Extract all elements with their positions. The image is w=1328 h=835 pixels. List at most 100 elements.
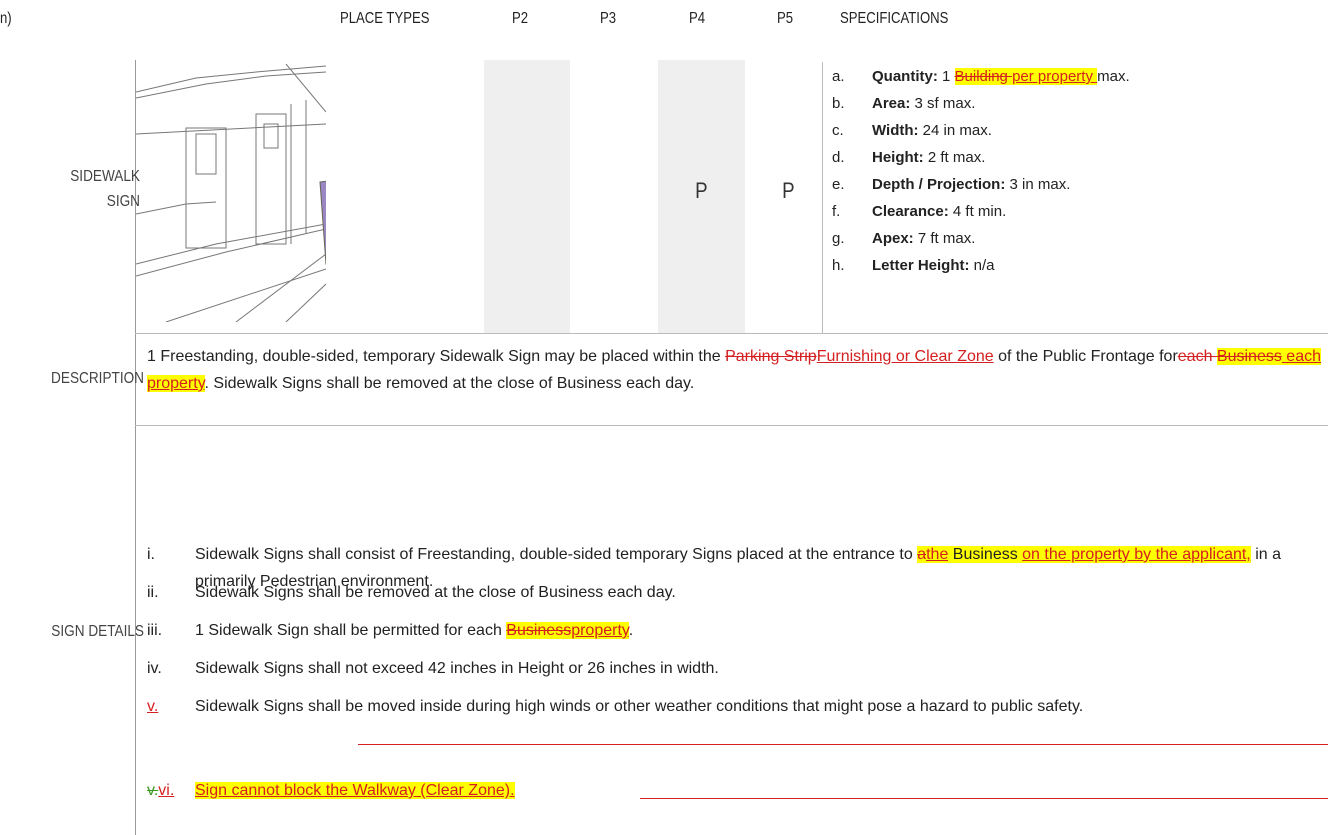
row-label: DESCRIPTION bbox=[51, 370, 144, 387]
detail-item: v. Sidewalk Signs shall be moved inside d… bbox=[147, 693, 1317, 720]
item-text: Sidewalk Signs shall be moved inside dur… bbox=[195, 693, 1317, 720]
spec-letter: f. bbox=[832, 203, 841, 220]
spec-letter: h. bbox=[832, 257, 845, 274]
spec-list: a. Quantity: 1 Building per property max.… bbox=[832, 66, 1130, 282]
text-run: iii. bbox=[147, 622, 163, 639]
detail-item: ii. Sidewalk Signs shall be removed at th… bbox=[147, 579, 1317, 606]
spec-label: Depth / Projection: bbox=[872, 176, 1006, 193]
text-run: 4 ft min. bbox=[948, 203, 1007, 220]
spec-label: Apex: bbox=[872, 230, 914, 247]
row-rule bbox=[135, 425, 1328, 426]
item-number: i. bbox=[147, 541, 155, 568]
item-number: v. bbox=[147, 693, 158, 720]
change-rule bbox=[358, 744, 1328, 745]
text-run: Business bbox=[506, 622, 572, 639]
text-run: iv. bbox=[147, 660, 162, 677]
description-text: 1 Freestanding, double-sided, temporary … bbox=[147, 343, 1322, 397]
item-number: iv. bbox=[147, 655, 162, 682]
text-run: Sidewalk Signs shall be moved inside dur… bbox=[195, 698, 1084, 715]
spec-letter: c. bbox=[832, 122, 844, 139]
text-run: ii. bbox=[147, 584, 159, 601]
column-header: P5 bbox=[777, 10, 794, 27]
change-rule bbox=[640, 798, 1328, 799]
text-run: Sign cannot block the Walkway (Clear Zon… bbox=[195, 782, 515, 799]
item-text: Sidewalk Signs shall not exceed 42 inche… bbox=[195, 655, 1317, 682]
item-text: Sidewalk Signs shall be removed at the c… bbox=[195, 579, 1317, 606]
column-header: P4 bbox=[689, 10, 706, 27]
text-run: 1 Freestanding, double-sided, temporary … bbox=[147, 348, 726, 365]
row-label-line: SIGN bbox=[106, 193, 140, 210]
text-run: 3 sf max. bbox=[910, 95, 976, 112]
text-run: v. bbox=[147, 782, 159, 799]
text-run: 1 Sidewalk Sign shall be permitted for e… bbox=[195, 622, 507, 639]
item-text: Sign cannot block the Walkway (Clear Zon… bbox=[195, 777, 1317, 804]
item-number: v.vi. bbox=[147, 777, 174, 804]
shaded-column bbox=[484, 60, 570, 333]
permitted-mark: P bbox=[695, 178, 708, 203]
text-run: 7 ft max. bbox=[913, 230, 976, 247]
text-run: property bbox=[571, 622, 629, 639]
spec-label: Quantity: bbox=[872, 68, 938, 85]
detail-item: iii. 1 Sidewalk Sign shall be permitted f… bbox=[147, 617, 1317, 644]
text-run: per property bbox=[1012, 68, 1098, 85]
text-run: Business bbox=[1216, 348, 1282, 365]
text-run: vi. bbox=[158, 782, 175, 799]
text-run: on the property by the applicant, bbox=[1022, 546, 1251, 563]
text-run: max. bbox=[1097, 68, 1130, 85]
text-run: n/a bbox=[969, 257, 995, 274]
text-run: . Sidewalk Signs shall be removed at the… bbox=[204, 375, 695, 392]
text-run: the bbox=[926, 546, 949, 563]
spec-item: g. Apex: 7 ft max. bbox=[832, 228, 1130, 255]
detail-item: iv. Sidewalk Signs shall not exceed 42 in… bbox=[147, 655, 1317, 682]
divider bbox=[135, 60, 136, 835]
spec-label: Width: bbox=[872, 122, 919, 139]
text-run: primarily Pedestrian environment. bbox=[195, 573, 434, 590]
spec-item: c. Width: 24 in max. bbox=[832, 120, 1130, 147]
spec-item: d. Height: 2 ft max. bbox=[832, 147, 1130, 174]
column-header: P2 bbox=[512, 10, 529, 27]
text-run: 2 ft max. bbox=[923, 149, 986, 166]
text-run: of the Public Frontage for bbox=[993, 348, 1178, 365]
text-run: . bbox=[628, 622, 634, 639]
item-text: 1 Sidewalk Sign shall be permitted for e… bbox=[195, 617, 1317, 644]
item-number: ii. bbox=[147, 579, 159, 606]
divider bbox=[822, 62, 823, 333]
spec-label: Height: bbox=[872, 149, 924, 166]
text-run: Parking Strip bbox=[725, 348, 817, 365]
shaded-column bbox=[658, 60, 745, 333]
spec-label: Area: bbox=[872, 95, 911, 112]
spec-letter: a. bbox=[832, 68, 845, 85]
spec-item: h. Letter Height: n/a bbox=[832, 255, 1130, 282]
item-text: Sidewalk Signs shall consist of Freestan… bbox=[195, 541, 1317, 595]
corner-text: n) bbox=[0, 10, 12, 27]
text-run: 1 bbox=[937, 68, 955, 85]
item-number: iii. bbox=[147, 617, 162, 644]
spec-item: a. Quantity: 1 Building per property max. bbox=[832, 66, 1130, 93]
row-label: SIGN DETAILS bbox=[51, 623, 144, 640]
text-run: in a bbox=[1250, 546, 1281, 563]
spec-item: e. Depth / Projection: 3 in max. bbox=[832, 174, 1130, 201]
text-run: Sidewalk Signs shall be removed at the c… bbox=[195, 584, 676, 601]
spec-letter: d. bbox=[832, 149, 845, 166]
row-label-line: SIDEWALK bbox=[70, 168, 140, 185]
spec-letter: b. bbox=[832, 95, 845, 112]
specifications-header: SPECIFICATIONS bbox=[840, 10, 949, 27]
spec-letter: g. bbox=[832, 230, 845, 247]
text-run: 3 in max. bbox=[1005, 176, 1071, 193]
spec-item: b. Area: 3 sf max. bbox=[832, 93, 1130, 120]
text-run: Business bbox=[948, 546, 1023, 563]
spec-letter: e. bbox=[832, 176, 845, 193]
spec-label: Clearance: bbox=[872, 203, 949, 220]
spec-item: f. Clearance: 4 ft min. bbox=[832, 201, 1130, 228]
text-run: i. bbox=[147, 546, 155, 563]
text-run: 24 in max. bbox=[918, 122, 992, 139]
place-types-header: PLACE TYPES bbox=[340, 10, 430, 27]
text-run: Furnishing or Clear Zone bbox=[816, 348, 994, 365]
text-run: a bbox=[917, 546, 927, 563]
text-run: Building bbox=[954, 68, 1013, 85]
detail-item: v.vi. Sign cannot block the Walkway (Clea… bbox=[147, 777, 1317, 804]
row-rule bbox=[135, 333, 1328, 334]
text-run: each bbox=[1177, 348, 1217, 365]
sidewalk-sign-sketch bbox=[136, 64, 326, 322]
